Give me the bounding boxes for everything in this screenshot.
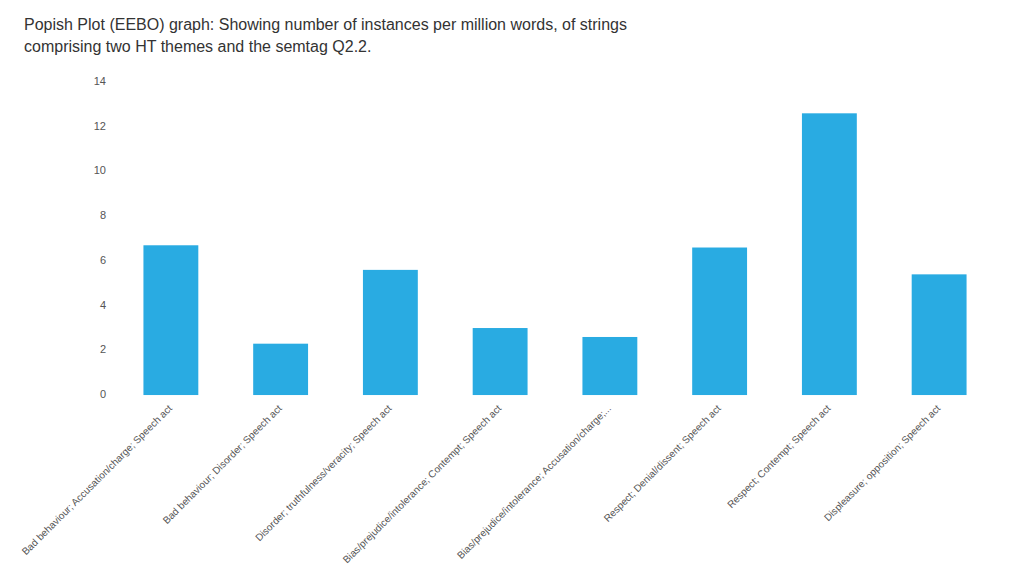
x-tick-label: Respect; Contempt; Speech act: [725, 402, 833, 510]
bars: [143, 113, 966, 395]
y-tick-label: 12: [94, 120, 106, 132]
y-tick-label: 10: [94, 164, 106, 176]
bar: [253, 344, 308, 395]
chart-subtitle: comprising two HT themes and the semtag …: [24, 38, 371, 55]
x-tick-label: Bad behaviour; Accusation/charge; Speech…: [20, 402, 175, 557]
bar: [802, 113, 857, 395]
x-tick-labels: Bad behaviour; Accusation/charge; Speech…: [20, 402, 943, 565]
y-tick-label: 4: [100, 299, 106, 311]
bar: [912, 274, 967, 395]
chart-container: Popish Plot (EEBO) graph: Showing number…: [0, 0, 1024, 576]
bar: [473, 328, 528, 395]
y-tick-label: 6: [100, 254, 106, 266]
x-tick-label: Respect; Denial/dissent; Speech act: [602, 402, 724, 524]
y-tick-label: 0: [100, 388, 106, 400]
chart-title: Popish Plot (EEBO) graph: Showing number…: [24, 16, 627, 33]
x-tick-label: Bad behaviour; Disorder; Speech act: [161, 402, 284, 525]
x-tick-label: Disorder; truthfulness/veracity; Speech …: [253, 402, 394, 543]
y-tick-label: 14: [94, 75, 106, 87]
x-tick-label: Bias/prejudice/intolerance; Accusation/c…: [455, 403, 613, 561]
x-tick-label: Displeasure; opposition; Speech act: [822, 402, 943, 523]
y-tick-label: 8: [100, 209, 106, 221]
bar: [582, 337, 637, 395]
bar: [692, 248, 747, 396]
y-axis: 0 2 4 6 8 10 12 14: [94, 75, 106, 400]
bar: [363, 270, 418, 395]
y-tick-label: 2: [100, 343, 106, 355]
chart-svg: Popish Plot (EEBO) graph: Showing number…: [0, 0, 1024, 576]
bar: [143, 245, 198, 395]
